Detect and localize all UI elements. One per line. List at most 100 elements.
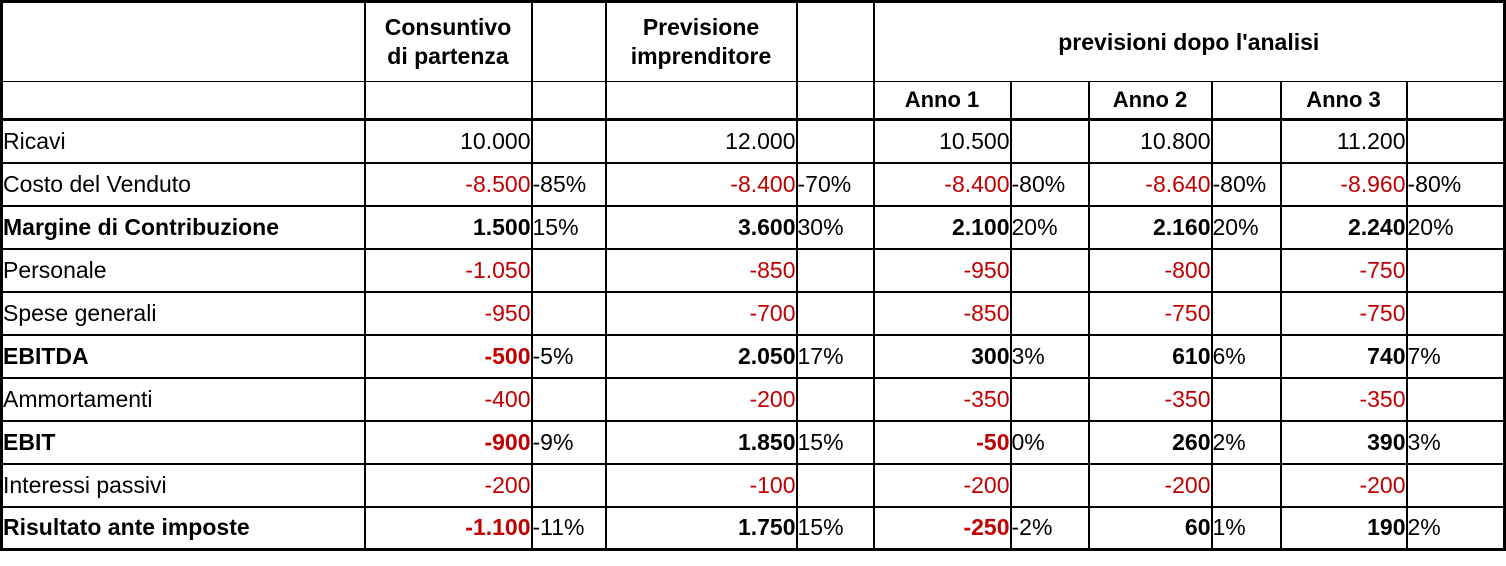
value-cell: 300 bbox=[872, 333, 1012, 379]
value-cell: -950 bbox=[363, 290, 533, 336]
percent-cell bbox=[795, 247, 875, 293]
row-label: EBIT bbox=[0, 419, 366, 465]
percent-cell bbox=[1210, 118, 1282, 164]
value-cell: 2.050 bbox=[604, 333, 798, 379]
header-empty-pct-2 bbox=[795, 81, 875, 121]
header-empty-previsione bbox=[604, 81, 798, 121]
row-label: Ammortamenti bbox=[0, 376, 366, 422]
percent-cell: 1% bbox=[1210, 505, 1282, 551]
header-empty-pct-4 bbox=[1210, 81, 1282, 121]
value-cell: 12.000 bbox=[604, 118, 798, 164]
value-cell: -800 bbox=[1087, 247, 1213, 293]
value-cell: 390 bbox=[1279, 419, 1408, 465]
row-label: Spese generali bbox=[0, 290, 366, 336]
value-cell: -1.100 bbox=[363, 505, 533, 551]
value-cell: -350 bbox=[1087, 376, 1213, 422]
percent-cell: -80% bbox=[1405, 161, 1506, 207]
value-cell: -8.400 bbox=[872, 161, 1012, 207]
row-label: Ricavi bbox=[0, 118, 366, 164]
value-cell: -8.400 bbox=[604, 161, 798, 207]
value-cell: -700 bbox=[604, 290, 798, 336]
percent-cell: -2% bbox=[1009, 505, 1090, 551]
percent-cell bbox=[1009, 376, 1090, 422]
percent-cell: 15% bbox=[530, 204, 607, 250]
percent-cell bbox=[1405, 118, 1506, 164]
value-cell: -200 bbox=[363, 462, 533, 508]
percent-cell: 3% bbox=[1405, 419, 1506, 465]
value-cell: -750 bbox=[1087, 290, 1213, 336]
value-cell: -200 bbox=[1279, 462, 1408, 508]
percent-cell: 15% bbox=[795, 419, 875, 465]
percent-cell: 20% bbox=[1405, 204, 1506, 250]
table-row-ebit: EBIT -900 -9% 1.850 15% -50 0% 260 2% 39… bbox=[0, 419, 1506, 465]
value-cell: -850 bbox=[872, 290, 1012, 336]
percent-cell bbox=[530, 247, 607, 293]
percent-cell bbox=[1210, 376, 1282, 422]
value-cell: -200 bbox=[872, 462, 1012, 508]
percent-cell: -70% bbox=[795, 161, 875, 207]
value-cell: 3.600 bbox=[604, 204, 798, 250]
header-row-years: Anno 1 Anno 2 Anno 3 bbox=[0, 81, 1506, 121]
value-cell: -100 bbox=[604, 462, 798, 508]
percent-cell bbox=[1405, 290, 1506, 336]
percent-cell: 2% bbox=[1210, 419, 1282, 465]
percent-cell bbox=[1405, 462, 1506, 508]
value-cell: -1.050 bbox=[363, 247, 533, 293]
table-row-costo-del-venduto: Costo del Venduto -8.500 -85% -8.400 -70… bbox=[0, 161, 1506, 207]
value-cell: 1.750 bbox=[604, 505, 798, 551]
percent-cell: 2% bbox=[1405, 505, 1506, 551]
value-cell: -500 bbox=[363, 333, 533, 379]
value-cell: -8.640 bbox=[1087, 161, 1213, 207]
percent-cell: 20% bbox=[1009, 204, 1090, 250]
value-cell: 10.500 bbox=[872, 118, 1012, 164]
percent-cell bbox=[795, 118, 875, 164]
table-row-ricavi: Ricavi 10.000 12.000 10.500 10.800 11.20… bbox=[0, 118, 1506, 164]
value-cell: 10.000 bbox=[363, 118, 533, 164]
header-empty-pct-1 bbox=[530, 81, 607, 121]
value-cell: -750 bbox=[1279, 290, 1408, 336]
table-row-interessi-passivi: Interessi passivi -200 -100 -200 -200 -2… bbox=[0, 462, 1506, 508]
header-row-groups: Consuntivo di partenza Previsione impren… bbox=[0, 0, 1506, 82]
value-cell: -750 bbox=[1279, 247, 1408, 293]
table-row-margine-di-contribuzione: Margine di Contribuzione 1.500 15% 3.600… bbox=[0, 204, 1506, 250]
value-cell: -900 bbox=[363, 419, 533, 465]
header-empty-label bbox=[0, 81, 366, 121]
value-cell: 2.160 bbox=[1087, 204, 1213, 250]
percent-cell bbox=[530, 376, 607, 422]
percent-cell: -80% bbox=[1210, 161, 1282, 207]
percent-cell: -5% bbox=[530, 333, 607, 379]
value-cell: -200 bbox=[604, 376, 798, 422]
value-cell: -950 bbox=[872, 247, 1012, 293]
value-cell: -8.960 bbox=[1279, 161, 1408, 207]
value-cell: -850 bbox=[604, 247, 798, 293]
header-empty-pct-5 bbox=[1405, 81, 1506, 121]
header-spacer-2 bbox=[795, 0, 875, 82]
percent-cell bbox=[1009, 290, 1090, 336]
row-label: EBITDA bbox=[0, 333, 366, 379]
header-corner-cell bbox=[0, 0, 366, 82]
percent-cell bbox=[1405, 247, 1506, 293]
value-cell: -400 bbox=[363, 376, 533, 422]
value-cell: 260 bbox=[1087, 419, 1213, 465]
row-label: Risultato ante imposte bbox=[0, 505, 366, 551]
value-cell: 2.100 bbox=[872, 204, 1012, 250]
header-anno-3: Anno 3 bbox=[1279, 81, 1408, 121]
header-spacer-1 bbox=[530, 0, 607, 82]
table-row-ebitda: EBITDA -500 -5% 2.050 17% 300 3% 610 6% … bbox=[0, 333, 1506, 379]
percent-cell bbox=[795, 376, 875, 422]
header-previsione: Previsione imprenditore bbox=[604, 0, 798, 82]
percent-cell bbox=[530, 118, 607, 164]
percent-cell bbox=[795, 290, 875, 336]
value-cell: 190 bbox=[1279, 505, 1408, 551]
header-analisi-group: previsioni dopo l'analisi bbox=[872, 0, 1506, 82]
percent-cell: 15% bbox=[795, 505, 875, 551]
percent-cell bbox=[530, 462, 607, 508]
percent-cell bbox=[1009, 118, 1090, 164]
row-label: Margine di Contribuzione bbox=[0, 204, 366, 250]
value-cell: 1.500 bbox=[363, 204, 533, 250]
percent-cell bbox=[1210, 290, 1282, 336]
percent-cell: 0% bbox=[1009, 419, 1090, 465]
percent-cell: -80% bbox=[1009, 161, 1090, 207]
value-cell: -350 bbox=[872, 376, 1012, 422]
table-row-personale: Personale -1.050 -850 -950 -800 -750 bbox=[0, 247, 1506, 293]
